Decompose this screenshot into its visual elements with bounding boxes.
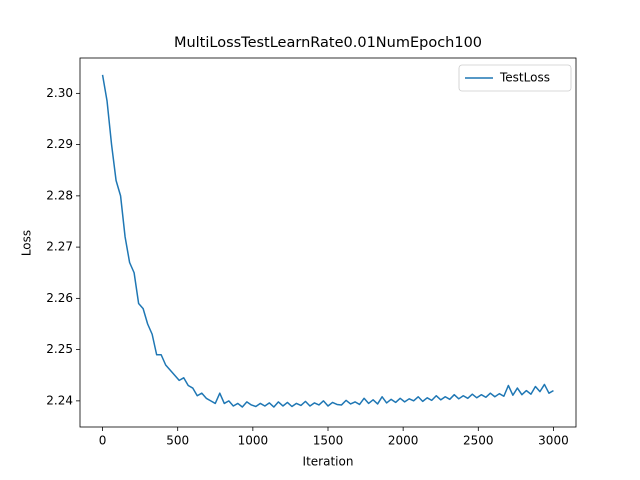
y-tick-label: 2.30: [46, 86, 73, 100]
x-tick-label: 3000: [538, 434, 569, 448]
y-tick-label: 2.26: [46, 291, 73, 305]
x-tick-label: 2000: [388, 434, 419, 448]
x-tick-label: 2500: [463, 434, 494, 448]
x-tick-label: 1000: [238, 434, 269, 448]
legend-box: [458, 64, 572, 92]
y-axis-label: Loss: [20, 230, 34, 256]
chart-title: MultiLossTestLearnRate0.01NumEpoch100: [174, 35, 482, 51]
x-axis-label: Iteration: [303, 455, 354, 469]
x-tick-label: 500: [166, 434, 189, 448]
y-tick-label: 2.28: [46, 188, 73, 202]
y-tick-label: 2.24: [46, 393, 73, 407]
x-tick-label: 0: [99, 434, 107, 448]
legend-label: TestLoss: [499, 71, 550, 85]
line: [101, 74, 554, 408]
x-tick-label: 1500: [313, 434, 344, 448]
axes-frame: [79, 57, 577, 428]
y-tick-label: 2.25: [46, 342, 73, 356]
y-tick-label: 2.29: [46, 137, 73, 151]
y-tick-label: 2.27: [46, 240, 73, 254]
